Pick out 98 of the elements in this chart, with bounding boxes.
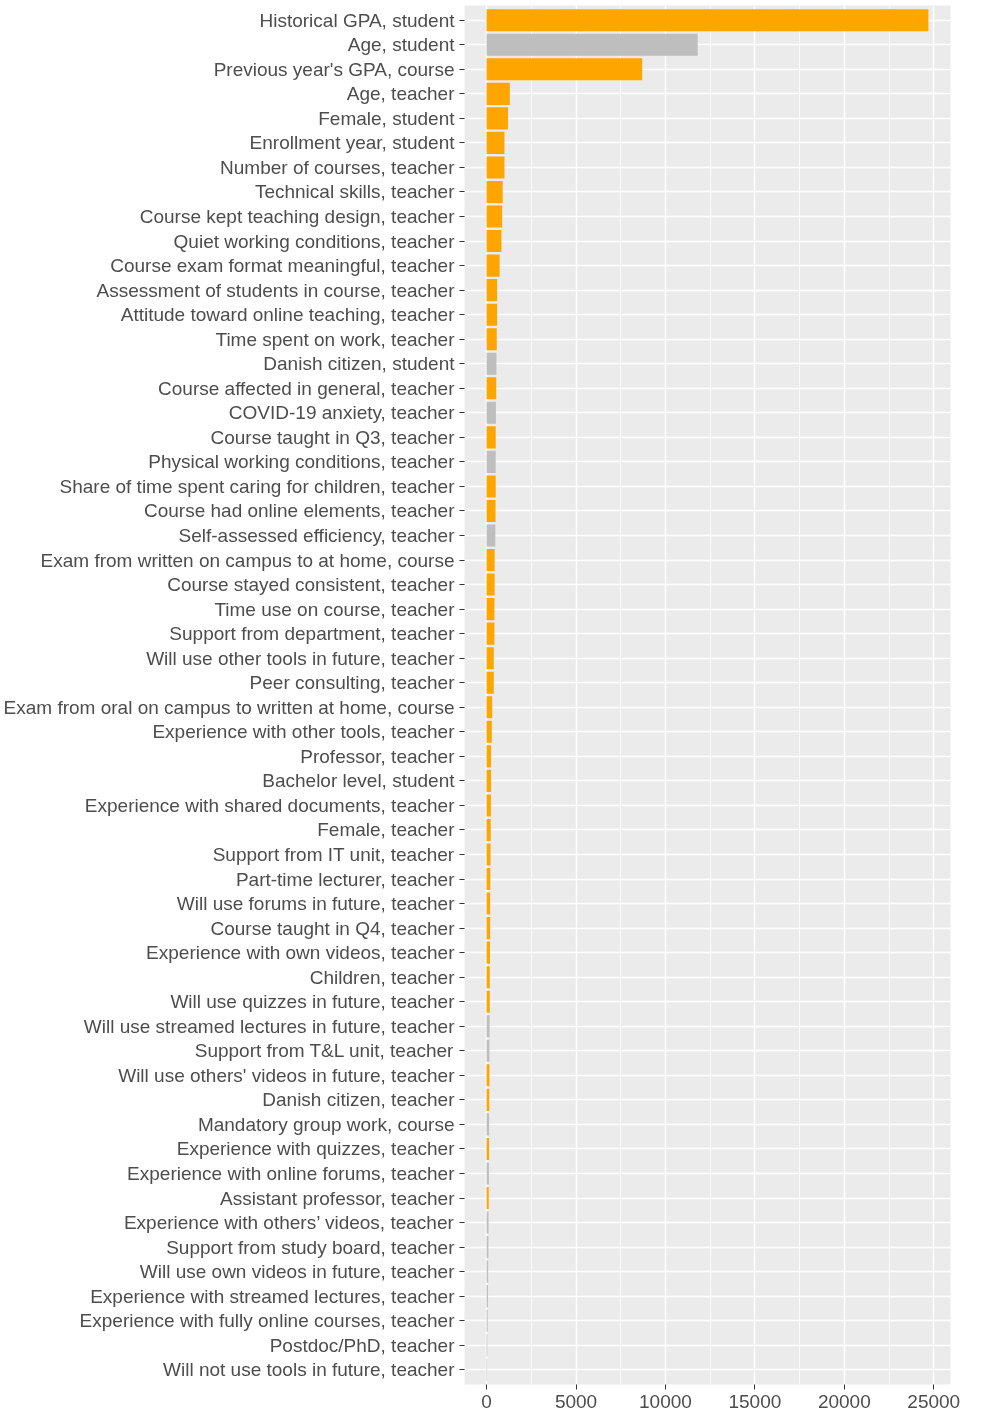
y-tick-label: Course taught in Q3, teacher [210, 426, 456, 448]
y-tick-label: Course taught in Q4, teacher [210, 917, 456, 939]
bar [486, 696, 493, 719]
bar [486, 1015, 490, 1038]
bar [486, 230, 502, 253]
y-tick-label: Time spent on work, teacher [215, 328, 456, 350]
y-tick-label: Part-time lecturer, teacher [235, 868, 456, 890]
y-tick-label: Will use own videos in future, teacher [139, 1261, 456, 1283]
bar [486, 426, 496, 449]
y-tick-label: Mandatory group work, course [197, 1113, 455, 1135]
bar [486, 475, 496, 498]
y-tick-label: Experience with quizzes, teacher [176, 1138, 456, 1160]
bar [486, 1162, 489, 1185]
bar [486, 573, 495, 596]
y-tick-label: Exam from written on campus to at home, course [40, 549, 455, 571]
bar [486, 156, 505, 179]
y-tick-label: Quiet working conditions, teacher [173, 230, 456, 252]
y-tick-label: Will use streamed lectures in future, teacher [83, 1015, 456, 1037]
y-tick-label: Age, student [347, 34, 456, 56]
y-tick-label: Course stayed consistent, teacher [167, 574, 456, 596]
y-tick-label: Will not use tools in future, teacher [163, 1359, 456, 1381]
bar [486, 377, 497, 400]
x-tick-label: 15000 [728, 1390, 782, 1412]
bar [486, 107, 509, 130]
y-tick-label: Previous year's GPA, course [213, 58, 455, 80]
y-tick-label: Exam from oral on campus to written at home, course [3, 696, 455, 718]
bar [486, 58, 643, 81]
y-tick-label: Children, teacher [309, 966, 456, 988]
bar [486, 647, 494, 670]
bar [486, 33, 698, 56]
y-tick-label: Female, teacher [317, 819, 456, 841]
y-tick-label: Historical GPA, student [259, 9, 456, 31]
y-tick-label: Experience with online forums, teacher [127, 1162, 456, 1184]
bar [486, 9, 929, 32]
y-tick-label: Age, teacher [346, 83, 456, 105]
y-tick-label: Physical working conditions, teacher [148, 451, 456, 473]
bar [486, 794, 491, 817]
y-tick-label: Will use other tools in future, teacher [146, 647, 456, 669]
bar [486, 401, 496, 424]
y-tick-label: Will use forums in future, teacher [176, 893, 456, 915]
y-tick-label: Experience with shared documents, teacher [84, 794, 456, 816]
y-tick-label: Female, student [318, 107, 456, 129]
bar [486, 254, 500, 277]
y-tick-label: Time use on course, teacher [214, 598, 456, 620]
y-tick-label: Experience with other tools, teacher [152, 721, 456, 743]
y-tick-label: Self-assessed efficiency, teacher [178, 525, 456, 547]
y-tick-label: Technical skills, teacher [254, 181, 456, 203]
y-tick-label: Support from study board, teacher [166, 1236, 456, 1258]
bar [486, 966, 490, 989]
y-tick-label: Danish citizen, student [263, 353, 456, 375]
y-tick-label: Professor, teacher [300, 745, 456, 767]
y-tick-label: Course exam format meaningful, teacher [110, 255, 456, 277]
y-tick-label: Support from T&L unit, teacher [194, 1040, 455, 1062]
x-tick-label: 0 [481, 1390, 492, 1412]
bar [486, 450, 496, 473]
bar [486, 499, 496, 523]
y-tick-label: Will use quizzes in future, teacher [170, 991, 456, 1013]
y-tick-label: COVID-19 anxiety, teacher [228, 402, 456, 424]
y-tick-label: Attitude toward online teaching, teacher [120, 304, 456, 326]
y-tick-label: Enrollment year, student [249, 132, 456, 154]
y-tick-label: Assistant professor, teacher [220, 1187, 456, 1209]
bar [486, 303, 498, 326]
bar [486, 1186, 489, 1210]
bar [486, 180, 503, 204]
y-tick-label: Experience with others’ videos, teacher [123, 1212, 455, 1234]
bar [486, 549, 495, 572]
y-tick-label: Assessment of students in course, teacher [96, 279, 456, 301]
x-tick-label: 20000 [817, 1390, 871, 1412]
bar [486, 524, 496, 547]
y-tick-label: Support from department, teacher [169, 623, 456, 645]
y-tick-label: Support from IT unit, teacher [212, 843, 455, 865]
y-tick-label: Experience with own videos, teacher [146, 942, 456, 964]
bar [486, 328, 497, 351]
y-tick-label: Share of time spent caring for children, teacher [59, 475, 456, 497]
bar [486, 990, 490, 1013]
bar [486, 843, 491, 866]
bar [486, 131, 505, 154]
y-tick-label: Experience with streamed lectures, teacher [90, 1285, 456, 1307]
y-tick-label: Danish citizen, teacher [262, 1089, 456, 1111]
bar [486, 279, 498, 302]
y-tick-label: Number of courses, teacher [220, 156, 456, 178]
y-tick-label: Course had online elements, teacher [143, 500, 456, 522]
y-tick-label: Postdoc/PhD, teacher [269, 1334, 456, 1356]
bar [486, 82, 510, 105]
bar [486, 818, 491, 841]
y-tick-label: Bachelor level, student [262, 770, 456, 792]
bar [486, 352, 497, 375]
bar [486, 205, 503, 228]
x-tick-label: 25000 [907, 1390, 961, 1412]
bar [486, 671, 494, 694]
x-tick-label: 10000 [639, 1390, 692, 1412]
y-tick-label: Course kept teaching design, teacher [139, 206, 456, 228]
x-tick-label: 5000 [554, 1390, 598, 1412]
y-tick-label: Course affected in general, teacher [158, 377, 456, 399]
bar [486, 720, 492, 743]
y-tick-label: Experience with fully online courses, teacher [79, 1310, 456, 1332]
y-tick-label: Peer consulting, teacher [249, 672, 456, 694]
y-tick-label: Will use others' videos in future, teacher [118, 1064, 456, 1086]
